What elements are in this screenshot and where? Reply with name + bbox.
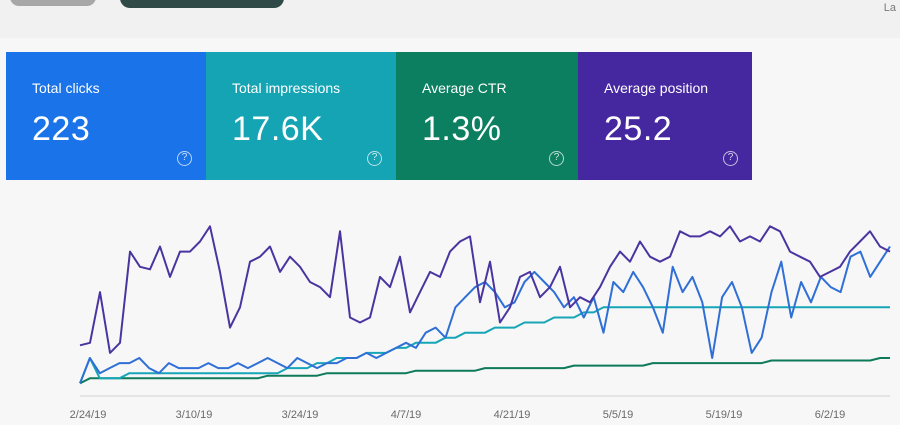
metric-label: Average position [604,80,709,96]
x-tick-label: 3/24/19 [282,409,319,421]
metric-label: Average CTR [422,80,507,96]
series-line-2 [79,306,890,384]
x-tick-label: 4/21/19 [494,409,531,421]
performance-chart-svg: 2/24/19 3/10/19 3/24/19 4/7/19 4/21/19 5/5/19… [70,225,891,421]
toolbar-button-primary[interactable] [120,0,284,8]
metric-label: Total impressions [232,80,341,96]
metric-label: Total clicks [32,80,100,96]
toolbar-text: La [883,2,896,14]
help-circle-icon[interactable]: ? [177,151,192,166]
metric-value: 25.2 [604,110,673,148]
metric-card-average-position[interactable]: Average position 25.2 ? [578,52,752,180]
x-tick-label: 2/24/19 [70,409,107,421]
series-line-1 [79,245,891,384]
metric-card-total-clicks[interactable]: Total clicks 223 ? [6,52,206,180]
top-toolbar: La [0,0,900,40]
performance-panel: Total clicks 223 ? Total impressions 17.… [0,38,900,425]
metric-value: 223 [32,110,91,148]
help-circle-icon[interactable]: ? [723,151,738,166]
x-tick-label: 4/7/19 [391,409,422,421]
performance-chart: 2/24/19 3/10/19 3/24/19 4/7/19 4/21/19 5/5/19… [0,198,900,425]
help-circle-icon[interactable]: ? [549,151,564,166]
metric-value: 17.6K [232,110,324,148]
metric-value: 1.3% [422,110,502,148]
x-tick-label: 5/19/19 [706,409,743,421]
x-tick-label: 6/2/19 [815,409,846,421]
metric-card-average-ctr[interactable]: Average CTR 1.3% ? [396,52,578,180]
x-tick-label: 3/10/19 [176,409,213,421]
metric-cards: Total clicks 223 ? Total impressions 17.… [6,52,752,180]
help-circle-icon[interactable]: ? [367,151,382,166]
metric-card-total-impressions[interactable]: Total impressions 17.6K ? [206,52,396,180]
series-line-3 [79,357,890,385]
series-line-0 [79,225,891,354]
toolbar-button[interactable] [10,0,96,6]
x-tick-label: 5/5/19 [603,409,634,421]
